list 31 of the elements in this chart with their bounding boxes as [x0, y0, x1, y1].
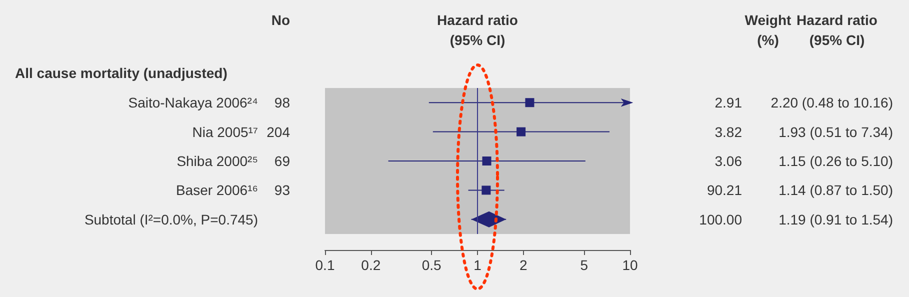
text: 3.82	[714, 124, 742, 140]
x-tick-label: 0.5	[422, 257, 442, 273]
text: 1.93 (0.51 to 7.34)	[778, 124, 893, 140]
text: 1.14 (0.87 to 1.50)	[778, 182, 893, 198]
x-tick-label: 10	[622, 257, 638, 273]
text: All cause mortality (unadjusted)	[15, 65, 228, 81]
text: 2.20 (0.48 to 10.16)	[770, 94, 893, 111]
x-tick-label: 1	[474, 257, 482, 273]
y-tick-label: Shiba 2000²⁵	[176, 153, 258, 169]
text: 1.15 (0.26 to 5.10)	[778, 153, 893, 169]
x-tick-label: 0.1	[315, 257, 335, 273]
x-axis-title: Hazard ratio (95% CI)	[437, 12, 518, 48]
text: 1.19 (0.91 to 1.54)	[778, 211, 893, 228]
text: 3.06	[714, 153, 742, 169]
x-tick-label: 2	[520, 257, 528, 273]
y-tick-label: Baser 2006¹⁶	[176, 182, 258, 198]
text: 98	[274, 94, 290, 111]
text: 93	[274, 182, 290, 198]
text: Weight (%)	[744, 12, 792, 48]
x-tick-label: 5	[580, 257, 588, 273]
text: 69	[274, 153, 290, 169]
text: No	[271, 12, 290, 28]
y-tick-label: Saito-Nakaya 2006²⁴	[128, 94, 258, 111]
y-tick-label: Nia 2005¹⁷	[192, 124, 258, 140]
text: 100.00	[699, 211, 742, 228]
x-tick-label: 0.2	[361, 257, 381, 273]
text: 204	[266, 124, 290, 140]
text: 90.21	[706, 182, 742, 198]
text: Hazard ratio (95% CI)	[796, 12, 878, 48]
y-tick-label: Subtotal (I²=0.0%, P=0.745)	[84, 211, 258, 228]
text: 2.91	[714, 94, 742, 111]
